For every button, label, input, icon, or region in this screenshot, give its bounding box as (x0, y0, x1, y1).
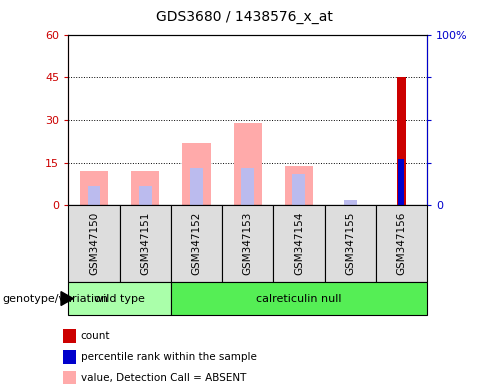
Text: wild type: wild type (94, 293, 145, 304)
Bar (87, 185, 101, 205)
Polygon shape (61, 292, 73, 306)
Bar (273, 205, 325, 282)
Text: genotype/variation: genotype/variation (2, 293, 108, 304)
Bar (398, 159, 405, 205)
Bar (120, 205, 171, 282)
Bar (292, 174, 305, 205)
Text: GSM347152: GSM347152 (191, 212, 202, 275)
Text: GSM347153: GSM347153 (243, 212, 253, 275)
Text: value, Detection Call = ABSENT: value, Detection Call = ABSENT (81, 373, 246, 383)
Bar (139, 185, 152, 205)
Text: GSM347156: GSM347156 (396, 212, 407, 275)
Bar (397, 77, 406, 205)
Text: GSM347151: GSM347151 (140, 212, 150, 275)
Bar (344, 200, 357, 205)
Bar (325, 205, 376, 282)
Bar (222, 205, 273, 282)
Bar (68, 282, 171, 315)
Bar (80, 171, 108, 205)
Bar (131, 171, 159, 205)
Bar (171, 282, 427, 315)
Text: GSM347154: GSM347154 (294, 212, 304, 275)
Bar (376, 205, 427, 282)
Text: GSM347155: GSM347155 (345, 212, 355, 275)
Bar (171, 205, 222, 282)
Text: GDS3680 / 1438576_x_at: GDS3680 / 1438576_x_at (156, 10, 332, 23)
Bar (241, 169, 254, 205)
Bar (234, 123, 262, 205)
Bar (285, 166, 313, 205)
Text: count: count (81, 331, 110, 341)
Bar (190, 169, 203, 205)
Bar (183, 143, 210, 205)
Bar (68, 205, 120, 282)
Text: percentile rank within the sample: percentile rank within the sample (81, 352, 256, 362)
Text: GSM347150: GSM347150 (89, 212, 99, 275)
Text: calreticulin null: calreticulin null (256, 293, 342, 304)
